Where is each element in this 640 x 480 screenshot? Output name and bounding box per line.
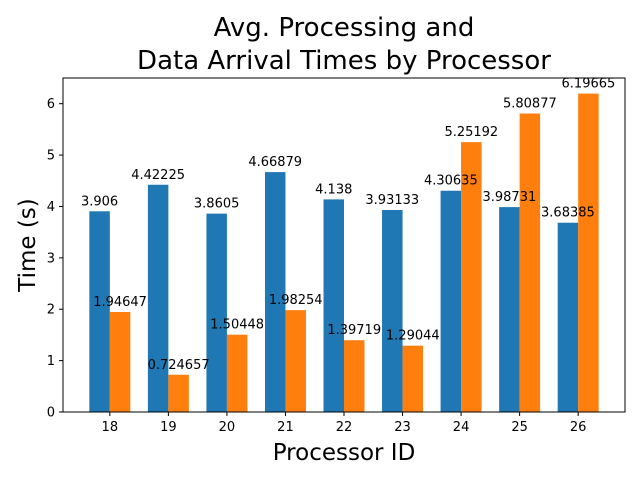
y-tick-label-0: 0	[47, 406, 55, 421]
y-tick-label-2: 2	[47, 303, 55, 318]
bar-processing-24	[440, 190, 462, 412]
bar-arrival-26	[578, 93, 599, 412]
data-label-arrival-18: 1.94647	[93, 295, 147, 310]
data-label-arrival-19: 0.724657	[148, 358, 210, 373]
bar-arrival-25	[519, 113, 541, 413]
x-tick-label-18: 18	[102, 420, 119, 435]
bar-arrival-20	[226, 334, 248, 412]
bar-arrival-24	[461, 142, 482, 412]
data-labels-layer: 3.906 4.42225 3.8605 4.66879 4.138 3.93133 4.3…	[81, 77, 615, 373]
bar-processing-19	[147, 184, 169, 412]
y-tick-label-4: 4	[47, 200, 55, 215]
bar-arrival-18	[109, 311, 131, 412]
data-label-processing-20: 3.8605	[194, 197, 240, 212]
bar-processing-20	[206, 213, 227, 412]
bar-processing-25	[499, 207, 520, 412]
x-axis-label: Processor ID	[273, 440, 416, 466]
bar-processing-26	[557, 222, 579, 412]
y-tick-label-3: 3	[47, 251, 55, 266]
chart-title-line-2: Data Arrival Times by Processor	[137, 46, 551, 76]
y-tick-label-1: 1	[47, 354, 55, 369]
y-tick-label-5: 5	[47, 149, 55, 164]
y-axis-label: Time (s)	[15, 198, 41, 293]
bar-processing-18	[89, 211, 110, 412]
bar-processing-21	[264, 172, 286, 412]
bar-arrival-19	[168, 374, 189, 412]
data-label-processing-22: 4.138	[315, 182, 352, 197]
data-label-processing-18: 3.906	[81, 194, 118, 209]
data-label-arrival-22: 1.39719	[327, 323, 381, 338]
data-label-processing-21: 4.66879	[248, 155, 302, 170]
data-label-arrival-23: 1.29044	[386, 329, 440, 344]
y-tick-label-6: 6	[47, 97, 55, 112]
data-label-arrival-24: 5.25192	[444, 125, 498, 140]
chart-title-line-1: Avg. Processing and	[214, 13, 475, 43]
bar-arrival-21	[285, 310, 306, 412]
data-label-arrival-25: 5.80877	[503, 97, 557, 112]
x-tick-label-24: 24	[453, 420, 470, 435]
x-tick-label-21: 21	[277, 420, 294, 435]
bar-processing-23	[382, 209, 403, 412]
bar-processing-22	[323, 199, 344, 412]
x-tick-label-25: 25	[511, 420, 528, 435]
x-tick-label-19: 19	[160, 420, 177, 435]
data-label-processing-19: 4.42225	[131, 168, 185, 183]
x-tick-label-20: 20	[219, 420, 236, 435]
data-label-arrival-21: 1.98254	[269, 293, 323, 308]
bars-layer	[89, 93, 599, 413]
x-tick-label-26: 26	[570, 420, 587, 435]
bar-arrival-22	[344, 340, 365, 412]
data-label-processing-23: 3.93133	[365, 193, 419, 208]
data-label-processing-26: 3.68385	[541, 206, 595, 221]
data-label-arrival-26: 6.19665	[562, 77, 616, 92]
bar-arrival-23	[402, 345, 424, 412]
data-label-processing-25: 3.98731	[482, 190, 536, 205]
data-label-processing-24: 4.30635	[424, 174, 478, 189]
x-tick-label-23: 23	[394, 420, 411, 435]
data-label-arrival-20: 1.50448	[210, 318, 264, 333]
x-tick-label-22: 22	[336, 420, 353, 435]
